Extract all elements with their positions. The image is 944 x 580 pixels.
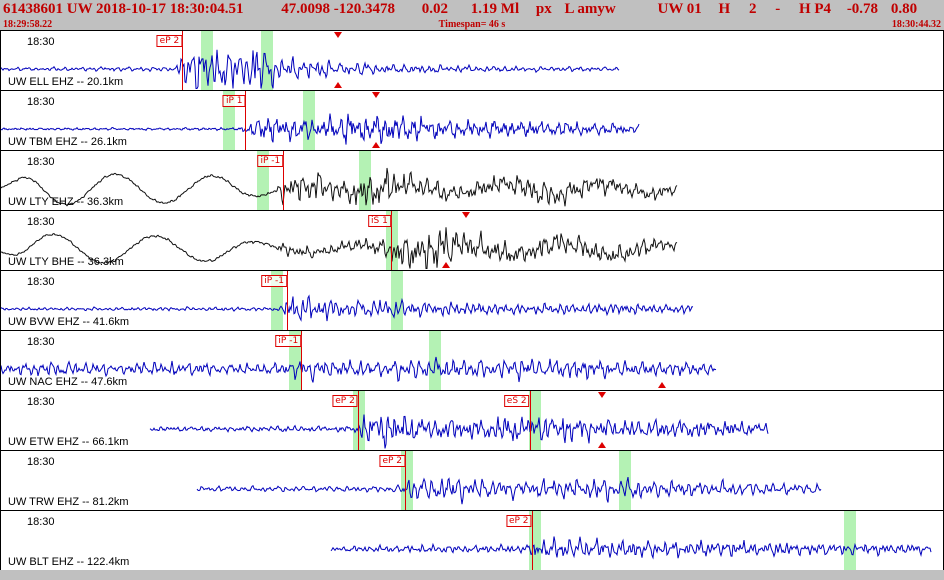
phase-pick-label[interactable]: iP 1 xyxy=(222,95,246,107)
trace-time-label: 18:30 xyxy=(27,456,55,468)
trace-row-lty-ehz[interactable]: iP -1 18:30 UW LTY EHZ -- 36.3km xyxy=(1,151,943,211)
station-label: UW ETW EHZ -- 66.1km xyxy=(8,436,129,448)
station-label: UW LTY BHE -- 36.3km xyxy=(8,256,124,268)
event-magnitude: 1.19 Ml xyxy=(470,1,520,17)
waveform-trw-ehz xyxy=(196,476,822,505)
phase-pick-label[interactable]: eP 2 xyxy=(505,515,532,527)
trace-row-tbm-ehz[interactable]: iP 1 18:30 UW TBM EHZ -- 26.1km xyxy=(1,91,943,151)
station-label: UW NAC EHZ -- 47.6km xyxy=(8,376,128,388)
event-depth: 0.02 xyxy=(421,1,449,17)
phase-pick-line[interactable] xyxy=(182,31,184,90)
predicted-arrival-marker xyxy=(598,392,607,398)
time-axis-header: 18:29:58.22 Timespan= 46 s 18:30:44.32 xyxy=(0,19,944,30)
trace-row-etw-ehz[interactable]: eP 2 eS 2 18:30 UW ETW EHZ -- 66.1km xyxy=(1,391,943,451)
trace-time-label: 18:30 xyxy=(27,336,55,348)
phase-pick-label[interactable]: iS 1 xyxy=(368,215,391,227)
predicted-arrival-marker xyxy=(462,212,471,218)
header-field-dash: - xyxy=(775,1,781,17)
phase-pick-label[interactable]: eP 2 xyxy=(156,35,183,47)
trace-row-lty-bhe[interactable]: iS 1 18:30 UW LTY BHE -- 36.3km xyxy=(1,211,943,271)
trace-time-label: 18:30 xyxy=(27,516,55,528)
phase-pick-line[interactable] xyxy=(245,91,247,150)
trace-time-label: 18:30 xyxy=(27,396,55,408)
window-end-time: 18:30:44.32 xyxy=(891,19,941,30)
trace-time-label: 18:30 xyxy=(27,96,55,108)
waveform-blt-ehz xyxy=(330,536,932,560)
waveform-ell-ehz xyxy=(1,49,620,89)
predicted-arrival-marker xyxy=(334,32,342,38)
phase-pick-label[interactable]: iP -1 xyxy=(275,335,302,347)
waveform-lty-ehz xyxy=(1,167,678,207)
trace-time-label: 18:30 xyxy=(27,36,55,48)
waveform-bvw-ehz xyxy=(1,294,694,322)
arrival-window-band xyxy=(619,451,632,510)
arrival-window-band xyxy=(528,391,541,450)
predicted-arrival-marker xyxy=(371,92,380,98)
predicted-arrival-marker xyxy=(598,442,607,448)
bottom-strip xyxy=(0,570,944,580)
trace-area: eP 2 18:30 UW ELL EHZ -- 20.1km iP 1 18:30 UW… xyxy=(0,30,944,571)
phase-pick-label[interactable]: eS 2 xyxy=(503,395,530,407)
phase-pick-line[interactable] xyxy=(405,451,407,510)
predicted-arrival-marker xyxy=(371,142,380,148)
waveform-etw-ehz xyxy=(149,414,769,449)
trace-row-ell-ehz[interactable]: eP 2 18:30 UW ELL EHZ -- 20.1km xyxy=(1,31,943,91)
predicted-arrival-marker xyxy=(334,82,342,88)
arrival-window-band xyxy=(428,331,441,390)
phase-pick-line[interactable] xyxy=(287,271,289,330)
header-analyst: L amyw xyxy=(564,1,616,17)
trace-time-label: 18:30 xyxy=(27,216,55,228)
waveform-nac-ehz xyxy=(1,356,717,383)
phase-pick-label[interactable]: eP 2 xyxy=(332,395,358,407)
event-lat-lon: 47.0098 -120.3478 xyxy=(281,1,396,17)
station-label: UW TRW EHZ -- 81.2km xyxy=(8,496,129,508)
timespan-label: Timespan= 46 s xyxy=(438,19,506,30)
phase-pick-line[interactable] xyxy=(301,331,303,390)
phase-pick-label[interactable]: iP -1 xyxy=(261,275,288,287)
event-header: 61438601 UW 2018-10-17 18:30:04.51 47.00… xyxy=(0,0,944,19)
phase-pick-line[interactable] xyxy=(529,391,531,450)
trace-row-nac-ehz[interactable]: iP -1 18:30 UW NAC EHZ -- 47.6km xyxy=(1,331,943,391)
station-label: UW TBM EHZ -- 26.1km xyxy=(8,136,127,148)
header-field-h: H xyxy=(718,1,731,17)
header-flag-px: px xyxy=(535,1,552,17)
header-residual-2: 0.80 xyxy=(890,1,918,17)
phase-pick-label[interactable]: iP -1 xyxy=(257,155,284,167)
arrival-window-band xyxy=(303,91,316,150)
trace-time-label: 18:30 xyxy=(27,156,55,168)
station-label: UW BLT EHZ -- 122.4km xyxy=(8,556,130,568)
header-residual-1: -0.78 xyxy=(846,1,879,17)
event-id-datetime: 61438601 UW 2018-10-17 18:30:04.51 xyxy=(3,1,244,17)
trace-row-trw-ehz[interactable]: eP 2 18:30 UW TRW EHZ -- 81.2km xyxy=(1,451,943,511)
arrival-window-band xyxy=(261,31,274,90)
station-label: UW ELL EHZ -- 20.1km xyxy=(8,76,124,88)
phase-pick-label[interactable]: eP 2 xyxy=(379,455,406,467)
phase-pick-line[interactable] xyxy=(531,511,533,570)
station-label: UW BVW EHZ -- 41.6km xyxy=(8,316,130,328)
trace-time-label: 18:30 xyxy=(27,276,55,288)
header-field-2: 2 xyxy=(748,1,757,17)
waveform-tbm-ehz xyxy=(1,113,640,145)
phase-pick-line[interactable] xyxy=(390,211,392,270)
station-label: UW LTY EHZ -- 36.3km xyxy=(8,196,124,208)
trace-row-bvw-ehz[interactable]: iP -1 18:30 UW BVW EHZ -- 41.6km xyxy=(1,271,943,331)
waveform-lty-bhe xyxy=(1,227,678,269)
phase-pick-line[interactable] xyxy=(357,391,359,450)
predicted-arrival-marker xyxy=(441,262,450,268)
predicted-arrival-marker xyxy=(657,382,666,388)
arrival-window-band xyxy=(201,31,214,90)
header-field-hp4: H P4 xyxy=(798,1,832,17)
trace-row-blt-ehz[interactable]: eP 2 18:30 UW BLT EHZ -- 122.4km xyxy=(1,511,943,571)
window-start-time: 18:29:58.22 xyxy=(3,19,53,30)
phase-pick-line[interactable] xyxy=(283,151,285,210)
header-network: UW 01 xyxy=(657,1,702,17)
